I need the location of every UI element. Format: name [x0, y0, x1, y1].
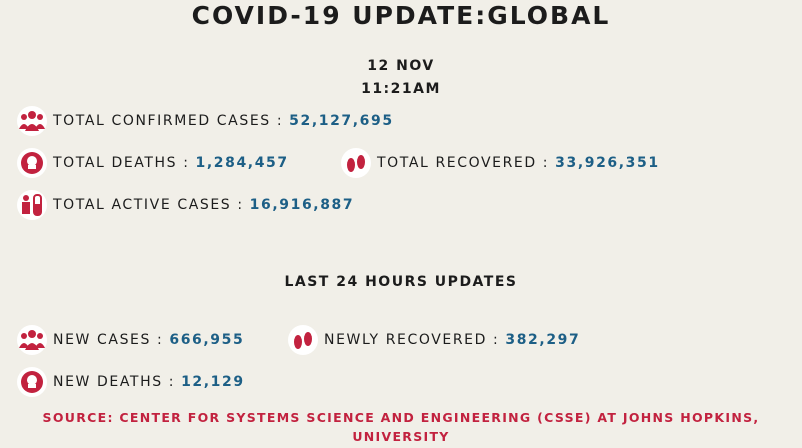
icon-feet — [288, 325, 318, 355]
label: TOTAL ACTIVE CASES : — [53, 197, 244, 213]
icon-virus — [17, 148, 47, 178]
stat-row: TOTAL DEATHS : 1,284,457 — [17, 148, 289, 178]
icon-feet — [341, 148, 371, 178]
icon-people — [17, 106, 47, 136]
value: 382,297 — [505, 332, 581, 348]
label: NEW CASES : — [53, 332, 164, 348]
time: 11:21AM — [361, 81, 441, 97]
label: NEW DEATHS : — [53, 374, 176, 390]
stat-row: TOTAL CONFIRMED CASES : 52,127,695 — [17, 106, 394, 136]
value: 16,916,887 — [249, 197, 355, 213]
label: TOTAL CONFIRMED CASES : — [53, 113, 284, 129]
label: TOTAL DEATHS : — [53, 155, 190, 171]
label: NEWLY RECOVERED : — [324, 332, 500, 348]
icon-people — [17, 325, 47, 355]
title: COVID-19 UPDATE:GLOBAL — [191, 1, 611, 30]
label: TOTAL RECOVERED : — [377, 155, 550, 171]
value: 1,284,457 — [195, 155, 289, 171]
value: 33,926,351 — [555, 155, 660, 171]
stat-row: NEW DEATHS : 12,129 — [17, 367, 245, 397]
stat-row: TOTAL RECOVERED : 33,926,351 — [341, 148, 660, 178]
icon-virus — [17, 367, 47, 397]
value: 666,955 — [169, 332, 245, 348]
section-heading: LAST 24 HOURS UPDATES — [284, 274, 518, 290]
stat-row: NEW CASES : 666,955 — [17, 325, 244, 355]
value: 12,129 — [181, 374, 245, 390]
stat-row: NEWLY RECOVERED : 382,297 — [288, 325, 580, 355]
source-note: SOURCE: CENTER FOR SYSTEMS SCIENCE AND E… — [42, 410, 760, 444]
date: 12 NOV — [367, 58, 435, 74]
value: 52,127,695 — [289, 113, 394, 129]
stat-row: TOTAL ACTIVE CASES : 16,916,887 — [17, 190, 354, 220]
icon-test — [17, 190, 47, 220]
